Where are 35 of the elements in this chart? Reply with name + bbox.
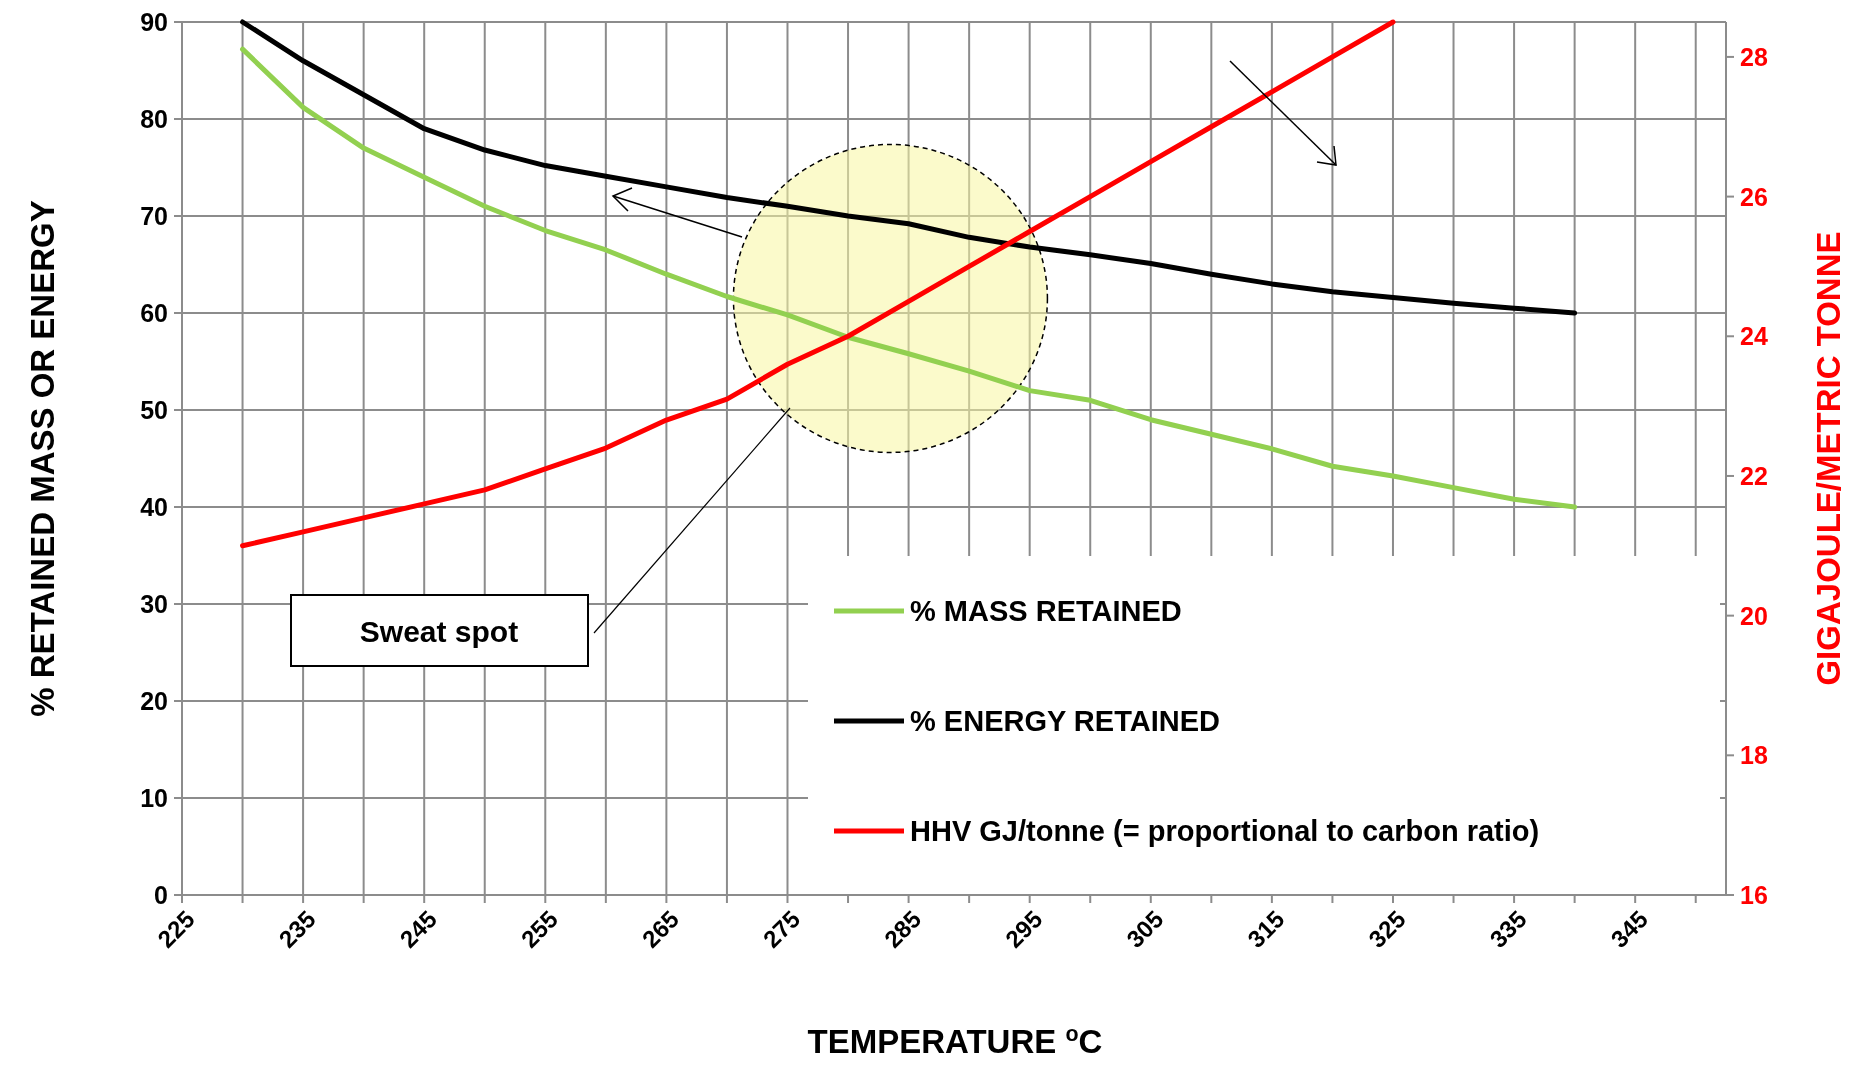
x-tick-label: 325 xyxy=(1363,905,1411,953)
x-tick-label: 305 xyxy=(1121,905,1169,953)
y-tick-label: 10 xyxy=(140,784,168,812)
x-axis-title: TEMPERATURE $^{o}$C xyxy=(807,1022,1103,1060)
x-tick-label: 275 xyxy=(757,905,806,953)
y2-tick-label: 16 xyxy=(1740,881,1768,909)
y-axis-title: % RETAINED MASS OR ENERGY xyxy=(24,200,61,717)
x-tick-label: 345 xyxy=(1605,905,1653,953)
x-tick-label: 265 xyxy=(636,905,685,953)
y-tick-label: 30 xyxy=(140,590,168,618)
y-tick-label: 50 xyxy=(140,396,168,424)
y-tick-label: 40 xyxy=(140,493,168,521)
y2-tick-label: 24 xyxy=(1740,322,1768,351)
y2-tick-label: 28 xyxy=(1740,42,1768,71)
y-tick-label: 80 xyxy=(140,105,168,133)
y2-tick-label: 22 xyxy=(1740,461,1768,490)
y2-tick-label: 26 xyxy=(1740,182,1768,211)
legend-label: % MASS RETAINED xyxy=(910,595,1182,627)
x-tick-label: 285 xyxy=(878,905,927,953)
x-tick-label: 295 xyxy=(999,905,1048,953)
y2-axis-title: GIGAJOULE/METRIC TONNE xyxy=(1810,231,1847,686)
x-tick-label: 315 xyxy=(1242,905,1290,953)
legend-label: HHV GJ/tonne (= proportional to carbon ratio) xyxy=(910,815,1540,847)
legend-label: % ENERGY RETAINED xyxy=(910,705,1220,737)
x-tick-label: 235 xyxy=(273,905,321,953)
y-tick-label: 60 xyxy=(140,299,168,327)
y-tick-label: 90 xyxy=(140,8,168,36)
y2-tick-label: 20 xyxy=(1740,601,1768,630)
x-tick-label: 245 xyxy=(394,905,442,953)
x-tick-label: 335 xyxy=(1484,905,1532,953)
x-tick-label: 255 xyxy=(515,905,563,953)
y-tick-label: 20 xyxy=(140,687,168,715)
annotation: Sweat spot xyxy=(359,615,519,648)
y2-tick-label: 18 xyxy=(1740,741,1768,770)
y-tick-label: 70 xyxy=(140,202,168,230)
